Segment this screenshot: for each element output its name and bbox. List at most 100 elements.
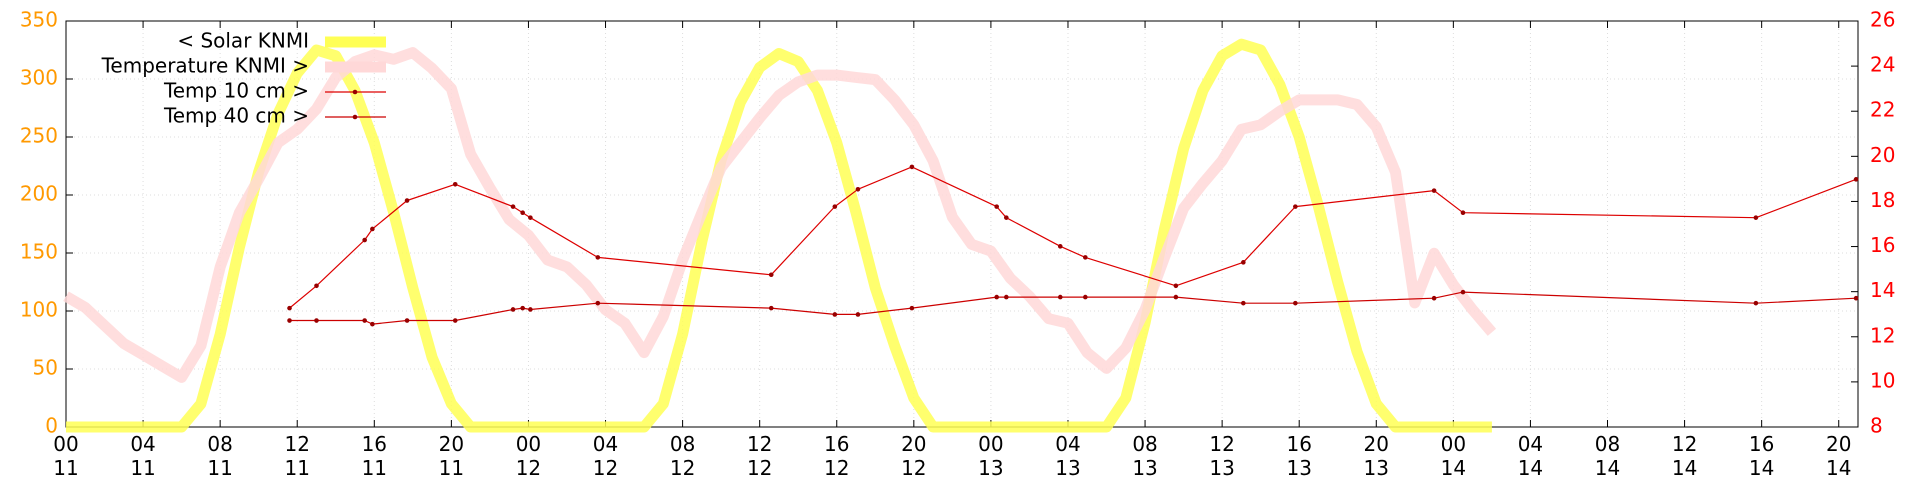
data-point	[404, 318, 410, 323]
x-tick-label: 20 13	[1363, 432, 1389, 480]
data-point	[1753, 300, 1759, 306]
data-point	[287, 318, 292, 323]
data-point	[1293, 204, 1298, 209]
x-tick-label: 16 14	[1748, 432, 1775, 480]
data-point	[1460, 289, 1466, 295]
data-point	[595, 300, 601, 306]
data-point	[1241, 300, 1246, 306]
data-point	[314, 283, 319, 289]
x-tick-label: 00 13	[978, 432, 1004, 480]
data-point	[452, 318, 458, 323]
y2-tick-label: 22	[1870, 98, 1895, 122]
data-point	[287, 305, 292, 311]
x-tick-label: 12 14	[1671, 432, 1698, 480]
legend-label: < Solar KNMI	[177, 29, 309, 53]
y2-tick-label: 12	[1870, 323, 1895, 347]
data-point	[909, 305, 915, 311]
x-tick-label: 16 12	[824, 432, 850, 480]
y2-tick-label: 8	[1870, 414, 1883, 438]
x-tick-label: 00 12	[515, 432, 542, 480]
data-point	[362, 318, 367, 323]
data-point	[832, 312, 838, 317]
data-point	[1241, 260, 1246, 265]
y-tick-label: 200	[20, 182, 58, 206]
data-point	[1173, 294, 1179, 300]
data-point	[1853, 177, 1859, 182]
data-point	[510, 307, 516, 312]
x-tick-label: 20 12	[901, 432, 927, 480]
data-point	[994, 204, 999, 209]
x-tick-label: 08 11	[207, 432, 233, 480]
y-tick-label: 250	[20, 124, 58, 148]
y-tick-label: 100	[20, 298, 58, 322]
data-point	[1173, 283, 1179, 289]
y2-tick-label: 26	[1870, 8, 1895, 32]
y2-tick-label: 18	[1870, 188, 1895, 212]
data-point	[1431, 295, 1437, 301]
data-point	[520, 305, 525, 311]
data-point	[1083, 255, 1088, 260]
y-tick-label: 300	[20, 66, 58, 90]
data-point	[370, 226, 375, 232]
data-point	[855, 312, 861, 317]
data-point	[768, 305, 774, 311]
x-tick-label: 16 13	[1286, 432, 1312, 480]
data-point	[1460, 210, 1466, 216]
y2-tick-label: 14	[1870, 278, 1895, 302]
x-tick-label: 12 12	[746, 432, 773, 480]
x-tick-label: 08 13	[1132, 432, 1158, 480]
data-point	[370, 321, 375, 327]
data-point	[909, 164, 915, 170]
y-tick-label: 350	[20, 8, 58, 32]
data-point	[832, 204, 838, 209]
data-point	[1004, 294, 1009, 300]
legend-label: Temp 10 cm >	[163, 79, 309, 103]
y2-tick-label: 16	[1870, 233, 1895, 257]
data-point	[1057, 244, 1063, 249]
data-point	[510, 204, 516, 209]
x-tick-label: 12 13	[1209, 432, 1235, 480]
data-point	[1431, 188, 1437, 193]
legend-label: Temp 40 cm >	[163, 104, 309, 128]
y2-tick-label: 10	[1870, 368, 1895, 392]
data-point	[768, 272, 774, 278]
data-point	[994, 294, 999, 300]
legend-dot	[352, 89, 358, 95]
series-line	[66, 38, 1492, 433]
data-point	[1083, 294, 1088, 300]
legend-dot	[352, 114, 358, 120]
data-point	[362, 237, 367, 243]
legend-label: Temperature KNMI >	[101, 54, 309, 78]
y-tick-label: 150	[20, 240, 58, 264]
series-line	[63, 47, 1497, 383]
data-point	[314, 318, 319, 323]
data-point	[1057, 294, 1063, 300]
x-tick-label: 20 14	[1825, 432, 1852, 480]
x-tick-label: 00 11	[53, 432, 79, 480]
data-point	[528, 215, 533, 220]
data-point	[1293, 300, 1298, 306]
x-tick-label: 04 14	[1517, 432, 1544, 480]
y2-tick-label: 24	[1870, 53, 1895, 77]
x-tick-label: 08 12	[669, 432, 696, 480]
x-tick-label: 08 14	[1594, 432, 1621, 480]
y2-tick-label: 20	[1870, 143, 1895, 167]
data-point	[520, 210, 525, 216]
y-tick-label: 0	[45, 414, 58, 438]
x-tick-label: 00 14	[1440, 432, 1467, 480]
data-point	[855, 186, 861, 192]
x-tick-label: 20 11	[438, 432, 465, 480]
x-tick-label: 16 11	[361, 432, 388, 480]
data-point	[404, 198, 410, 203]
data-point	[1753, 215, 1759, 220]
data-point	[1004, 215, 1009, 220]
x-tick-label: 12 11	[284, 432, 310, 480]
x-tick-label: 04 12	[592, 432, 619, 480]
data-point	[528, 307, 533, 312]
x-tick-label: 04 13	[1055, 432, 1081, 480]
y-tick-label: 50	[33, 356, 58, 380]
data-point	[1853, 295, 1859, 301]
data-point	[595, 255, 601, 260]
